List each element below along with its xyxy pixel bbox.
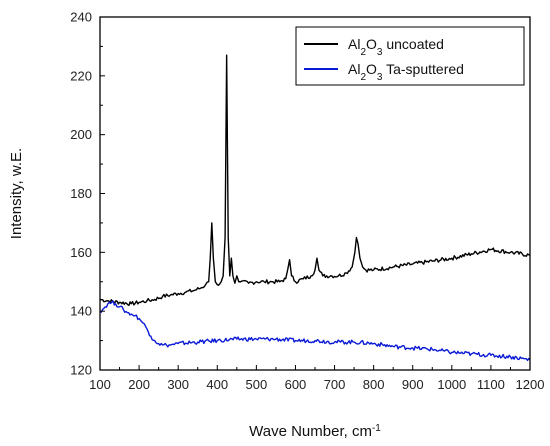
y-tick-label: 220: [70, 68, 92, 83]
x-tick-label: 100: [89, 377, 111, 392]
legend-subscript: 3: [377, 47, 383, 58]
y-tick-label: 160: [70, 245, 92, 260]
legend-text-part: O: [366, 36, 377, 52]
legend-subscript: 2: [360, 72, 366, 83]
legend-label: Al2O3 uncoated: [348, 36, 444, 58]
x-axis: 100 200 300 400 500 600 700 800 900 1000 1100 1200: [89, 365, 544, 392]
y-axis: 120 140 160 180 200 220 240: [70, 10, 105, 378]
legend-text-part: Al: [348, 61, 360, 77]
legend-subscript: 2: [360, 47, 366, 58]
y-axis-title: Intensity, w.E.: [8, 148, 25, 239]
y-tick-label: 240: [70, 10, 92, 25]
x-tick-label: 700: [324, 377, 346, 392]
x-tick-label: 1000: [437, 377, 466, 392]
legend-text-part: Al: [348, 36, 360, 52]
y-tick-label: 140: [70, 304, 92, 319]
legend-box: [295, 26, 525, 86]
series-line-uncoated: [99, 54, 531, 307]
legend-subscript: 3: [377, 72, 383, 83]
x-axis-title: Wave Number, cm-1: [249, 423, 381, 441]
x-tick-label: 1100: [477, 377, 505, 392]
x-axis-title-superscript: -1: [372, 423, 381, 434]
series-layer: [99, 54, 531, 362]
x-tick-label: 500: [246, 377, 268, 392]
y-tick-label: 120: [70, 363, 92, 378]
y-tick-label: 180: [70, 186, 92, 201]
y-tick-label: 200: [70, 127, 92, 142]
x-tick-label: 600: [285, 377, 307, 392]
x-tick-label: 300: [167, 377, 189, 392]
x-tick-label: 200: [128, 377, 150, 392]
series-line-ta-sputtered: [99, 300, 531, 362]
x-tick-label: 900: [402, 377, 424, 392]
x-tick-label: 1200: [516, 377, 545, 392]
legend-text-part: uncoated: [382, 36, 444, 52]
x-tick-label: 800: [363, 377, 385, 392]
legend-label: Al2O3 Ta-sputtered: [348, 61, 464, 83]
x-tick-label: 400: [206, 377, 228, 392]
legend-text-part: O: [366, 61, 377, 77]
x-axis-title-text: Wave Number, cm: [249, 423, 372, 440]
legend-text-part: Ta-sputtered: [382, 61, 463, 77]
